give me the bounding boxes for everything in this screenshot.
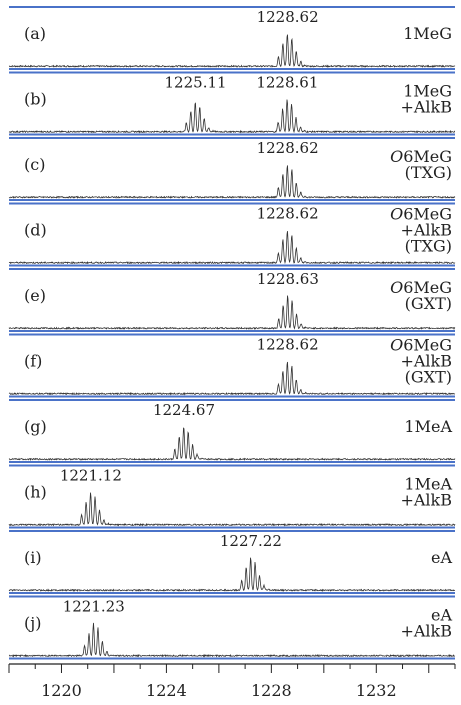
- spectrum-trace: [8, 622, 456, 658]
- x-tick-label: 1220: [41, 681, 82, 700]
- sample-label-line: O6MeG: [390, 205, 452, 224]
- peak-label: 1228.62: [257, 139, 319, 157]
- spectrum-trace: [8, 295, 456, 330]
- peak-label: 1228.62: [257, 205, 319, 223]
- panel-id-label: (b): [24, 90, 47, 109]
- spectrum-trace: [8, 99, 456, 134]
- sample-label-line: +AlkB: [400, 221, 452, 240]
- panel-j: (j) 1221.23 eA+AlkB: [8, 595, 456, 660]
- panel-h: (h) 1221.12 1MeA+AlkB: [8, 464, 456, 529]
- panel-id-label: (j): [24, 614, 41, 633]
- sample-label-line: 1MeA: [404, 475, 452, 494]
- x-tick-label: 1228: [251, 681, 292, 700]
- peak-label: 1228.62: [257, 8, 319, 26]
- spectrum-trace: [8, 492, 456, 527]
- sample-label-line: O6MeG: [390, 336, 452, 355]
- sample-label-line: (GXT): [405, 368, 452, 387]
- panel-d: (d) 1228.62 O6MeG+AlkB(TXG): [8, 202, 456, 267]
- peak-label: 1224.67: [153, 401, 215, 419]
- x-axis: 1220 1224 1228 1232: [8, 663, 456, 700]
- panel-e: (e) 1228.63 O6MeG(GXT): [8, 268, 456, 332]
- spectrum-trace: [8, 361, 456, 396]
- peak-label: 1228.62: [257, 336, 319, 354]
- panel-b: (b) 1225.11 1228.61 1MeG+AlkB: [8, 71, 456, 136]
- peak-label: 1227.22: [220, 532, 282, 550]
- sample-label-line: +AlkB: [400, 98, 452, 117]
- panel-c: (c) 1228.62 O6MeG(TXG): [8, 137, 456, 201]
- panel-id-label: (d): [24, 221, 47, 240]
- peak-label: 1228.63: [257, 270, 319, 288]
- spectrum-trace: [8, 231, 456, 265]
- peak-label: 1221.23: [63, 598, 125, 616]
- x-tick-label: 1232: [356, 681, 397, 700]
- panel-id-label: (g): [24, 417, 47, 436]
- sample-label-line: 1MeG: [403, 82, 452, 101]
- sample-label-line: 1MeA: [404, 417, 452, 436]
- spectrum-trace: [8, 34, 456, 68]
- panel-g: (g) 1224.67 1MeA: [8, 399, 456, 463]
- sample-label-line: O6MeG: [390, 278, 452, 297]
- sample-label-line: eA: [431, 606, 452, 625]
- sample-label-line: (GXT): [405, 294, 452, 313]
- panel-a: (a) 1228.62 1MeG: [8, 6, 456, 70]
- panel-id-label: (a): [24, 24, 46, 43]
- panel-id-label: (e): [24, 286, 46, 305]
- panel-id-label: (i): [24, 548, 42, 567]
- spectrum-trace: [8, 165, 456, 199]
- panel-id-label: (h): [24, 483, 47, 502]
- panel-f: (f) 1228.62 O6MeG+AlkB(GXT): [8, 333, 456, 398]
- sample-label-line: O6MeG: [390, 147, 452, 166]
- panel-id-label: (c): [24, 155, 45, 174]
- spectrum-trace: [8, 427, 456, 462]
- sample-label-line: +AlkB: [400, 491, 452, 510]
- sample-label-line: (TXG): [405, 163, 452, 182]
- panel-id-label: (f): [24, 352, 42, 371]
- peak-label: 1221.12: [60, 467, 122, 485]
- peak-label: 1225.11: [165, 74, 227, 92]
- sample-label-line: eA: [431, 548, 452, 567]
- x-tick-label: 1224: [146, 681, 187, 700]
- sample-label-line: +AlkB: [400, 352, 452, 371]
- sample-label-line: +AlkB: [400, 622, 452, 641]
- spectrum-trace: [8, 557, 456, 592]
- sample-label-line: 1MeG: [403, 24, 452, 43]
- panel-i: (i) 1227.22 eA: [8, 530, 456, 594]
- sample-label-line: (TXG): [405, 237, 452, 256]
- peak-label: 1228.61: [256, 74, 318, 92]
